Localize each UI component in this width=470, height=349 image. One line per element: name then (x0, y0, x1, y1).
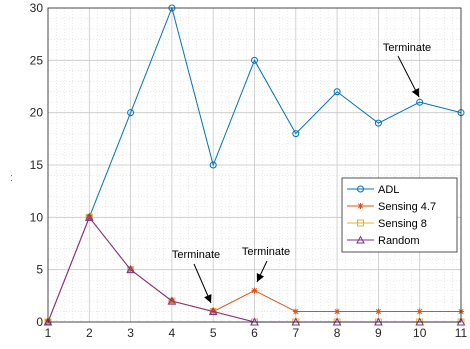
data-point (251, 287, 258, 294)
x-tick-label: 3 (127, 326, 134, 340)
data-point (167, 296, 177, 305)
x-tick-label: 1 (45, 326, 52, 340)
data-point (374, 119, 382, 127)
annotation-text: Terminate (242, 246, 290, 258)
data-point (84, 212, 94, 221)
series-line (47, 6, 462, 323)
data-point (416, 98, 424, 106)
legend-item: Sensing 4.7 (347, 201, 436, 213)
y-axis-label: · · (7, 174, 16, 182)
annotation-text: Terminate (172, 249, 220, 261)
series-adl (44, 4, 465, 326)
x-tick-label: 8 (334, 326, 341, 340)
data-point (208, 306, 218, 316)
annotation-arrow-head (204, 294, 212, 303)
legend-item: ADL (347, 184, 399, 196)
data-point (333, 88, 341, 96)
legend-item: Random (347, 235, 420, 247)
x-tick-label: 5 (210, 326, 217, 340)
data-point (356, 235, 365, 244)
annotation: Terminate (172, 249, 220, 304)
legend-item: Sensing 8 (347, 218, 427, 230)
x-tick-label: 2 (86, 326, 93, 340)
annotation-arrow-head (411, 88, 419, 97)
data-point (127, 109, 135, 117)
y-tick-label: 0 (36, 315, 43, 329)
data-point (209, 161, 217, 169)
annotations: Terminate Terminate Terminate (172, 42, 431, 304)
x-tick-label: 7 (292, 326, 299, 340)
tick-labels: 1 2 3 4 5 6 7 8 9 10 11 0 5 10 15 20 25 30 (30, 1, 468, 340)
y-tick-label: 10 (30, 210, 44, 224)
plot-frame (47, 7, 462, 323)
y-tick-label: 30 (30, 1, 44, 15)
data-point (416, 308, 423, 315)
legend: ADL Sensing 4.7 Sensing 8 Random (341, 177, 458, 253)
annotation-text: Terminate (383, 42, 431, 54)
legend-label: Random (378, 235, 420, 247)
legend-label: Sensing 8 (378, 218, 427, 230)
x-tick-label: 4 (169, 326, 176, 340)
y-tick-label: 25 (30, 53, 44, 67)
annotation: Terminate (242, 246, 290, 283)
legend-label: Sensing 4.7 (378, 201, 436, 213)
legend-label: ADL (378, 184, 399, 196)
y-tick-label: 5 (36, 263, 43, 277)
data-point (251, 56, 258, 64)
data-point (334, 308, 341, 315)
x-tick-label: 10 (413, 326, 427, 340)
y-tick-label: 15 (30, 158, 44, 172)
annotation: Terminate (383, 42, 431, 98)
x-tick-label: 6 (251, 326, 258, 340)
data-point (357, 219, 364, 227)
y-tick-label: 20 (30, 106, 44, 120)
annotation-arrow-head (256, 273, 265, 282)
data-point (292, 308, 299, 315)
data-point (292, 130, 300, 138)
data-point (357, 203, 364, 209)
x-tick-label: 11 (455, 326, 468, 340)
data-point (375, 308, 382, 315)
data-point (357, 185, 364, 193)
data-point (126, 265, 135, 274)
x-tick-label: 9 (375, 326, 382, 340)
